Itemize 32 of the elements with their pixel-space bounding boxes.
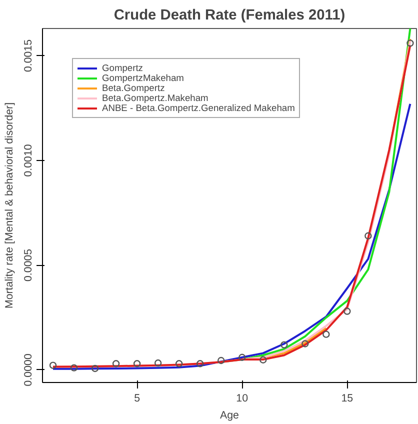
legend-label: Gompertz: [102, 63, 143, 73]
y-tick-label: 0.0005: [22, 248, 34, 282]
legend-label: GompertzMakeham: [102, 73, 184, 83]
point: [302, 340, 309, 348]
point: [175, 360, 183, 368]
legend-label: Beta.Gompertz: [102, 83, 165, 93]
point: [322, 330, 330, 338]
chart-title: Crude Death Rate (Females 2011): [114, 8, 346, 24]
point: [364, 232, 372, 240]
x-axis-title: Age: [220, 410, 240, 422]
point: [70, 364, 78, 372]
point: [344, 308, 351, 315]
point: [154, 359, 162, 367]
point: [49, 362, 57, 369]
legend-label: Beta.Gompertz.Makeham: [102, 93, 208, 103]
point: [112, 360, 120, 368]
y-tick-label: 0.0015: [22, 39, 34, 72]
x-tick-label: 15: [341, 392, 354, 404]
point: [280, 341, 288, 348]
x-tick-label: 5: [134, 392, 140, 404]
point: [91, 364, 99, 372]
point: [196, 360, 204, 368]
x-tick-label: 10: [236, 392, 248, 404]
y-tick-label: 0.0010: [22, 144, 34, 177]
point: [217, 356, 225, 364]
legend-label: ANBE - Beta.Gompertz.Generalized Makeham: [102, 103, 295, 113]
y-axis-title: Mortality rate [Mental & behavioral disorder]: [4, 102, 16, 309]
point: [133, 360, 141, 368]
point: [260, 356, 267, 364]
point: [406, 40, 414, 47]
point: [238, 354, 246, 361]
y-tick-label: 0.0000: [22, 354, 34, 386]
